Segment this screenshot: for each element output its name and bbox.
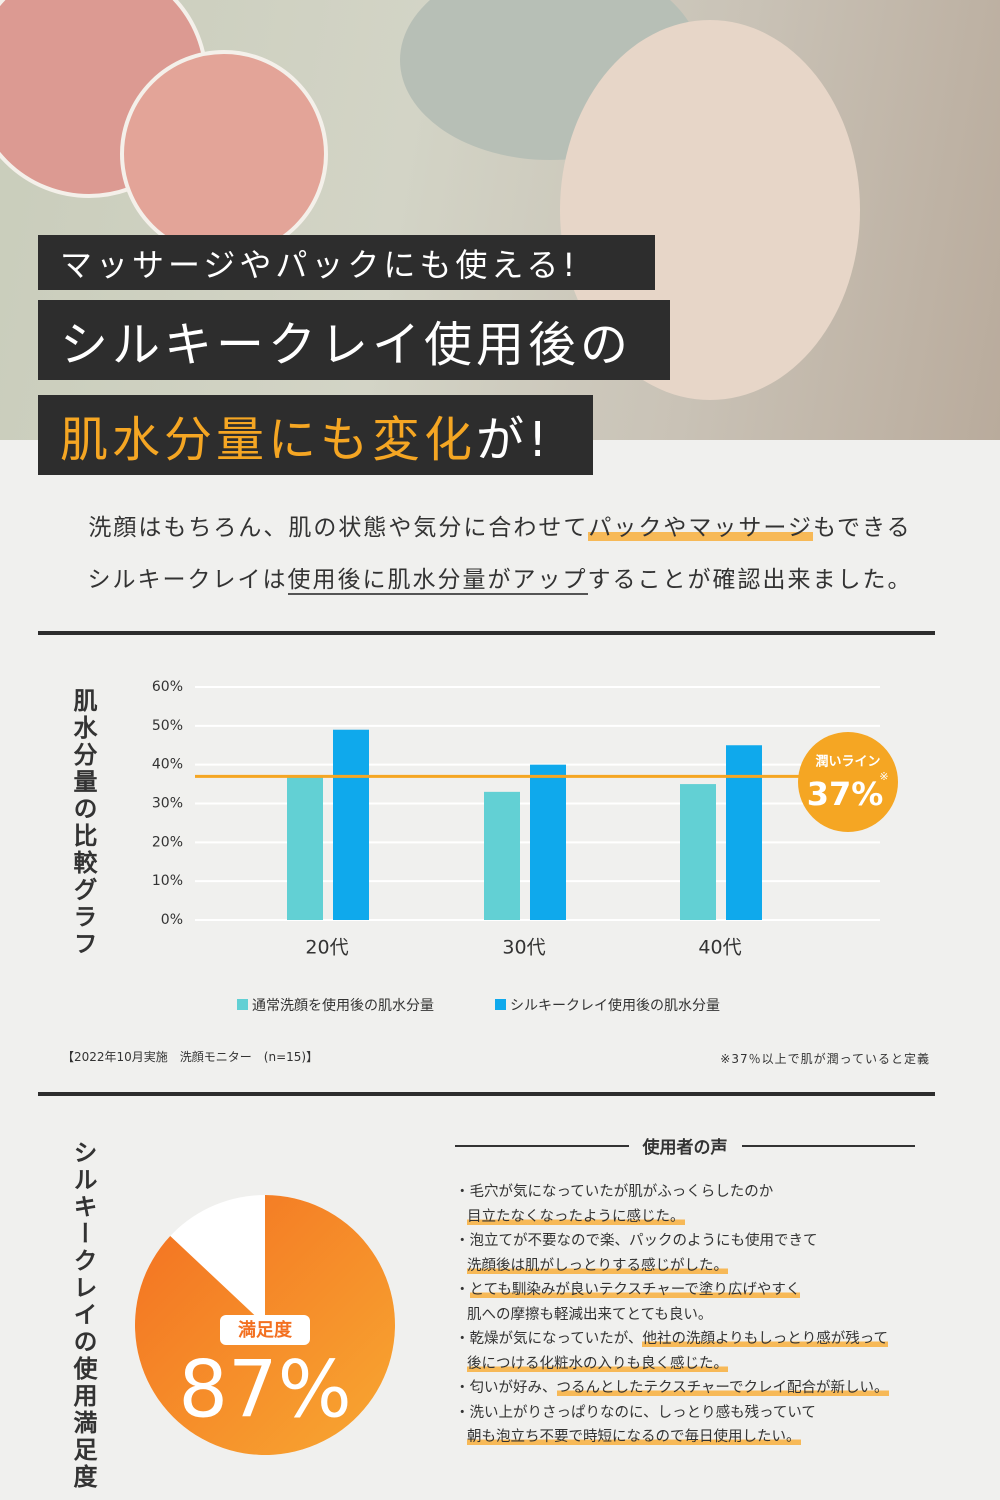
slice-label: 満足度 [238,1319,293,1341]
voice-line: ・泡立てが不要なので楽、パックのようにも使用できて [455,1229,889,1254]
divider [38,1092,935,1096]
y-axis-label: 肌水分量の比較グラフ [69,688,97,958]
text: 他社の洗顔よりもしっとり感が残って [642,1331,888,1347]
voice-line: 後につける化粧水の入りも良く感じた。 [455,1352,889,1377]
voice-line: ・毛穴が気になっていたが肌がふっくらしたのか [455,1180,889,1205]
x-tick-label: 40代 [698,937,741,959]
text: つるんとしたテクスチャーでクレイ配合が新しい。 [556,1380,889,1396]
legend-swatch [495,999,506,1010]
footnote: ※37％以上で肌が潤っていると定義 [720,1052,930,1066]
text: ・洗い上がりさっぱりなのに、しっとり感も残っていて [455,1404,816,1421]
text: もできる [812,515,912,541]
header-line: マッサージやパックにも使える! [38,235,655,290]
text: 朝も泡立ち不要で時短になるので毎日使用したい。 [467,1429,801,1445]
legend-label: 通常洗顔を使用後の肌水分量 [252,997,434,1014]
legend-label: シルキークレイ使用後の肌水分量 [510,997,720,1014]
bar [680,784,716,920]
intro-line: 洗顔はもちろん、肌の状態や気分に合わせてパックやマッサージもできる [0,508,1000,542]
text: 使用後に肌水分量がアップ [287,567,588,595]
y-tick-label: 50% [152,718,183,734]
text: ・匂いが好み、 [455,1380,557,1396]
voice-line: 肌への摩擦も軽減出来てとても良い。 [455,1303,889,1328]
footnote: 【2022年10月実施 洗顔モニター (n=15)】 [62,1050,319,1064]
divider [38,631,935,635]
voice-line: 目立たなくなったように感じた。 [455,1205,889,1230]
text: 後につける化粧水の入りも良く感じた。 [467,1355,728,1372]
text: が! [476,412,552,468]
y-tick-label: 10% [152,873,183,889]
threshold-note: ※ [879,770,888,783]
threshold-label: 潤いライン [815,755,880,770]
text: 肌水分量にも変化 [60,412,477,468]
rule [455,1144,629,1147]
text: シルキークレイは [87,567,288,593]
pie-title: シルキークレイの使用満足度 [69,1140,97,1491]
voices-heading: 使用者の声 [455,1133,915,1158]
threshold-badge [798,732,898,832]
x-tick-label: 30代 [502,937,545,959]
text: ・毛穴が気になっていたが肌がふっくらしたのか [455,1184,774,1200]
voice-line: 朝も泡立ち不要で時短になるので毎日使用したい。 [455,1425,889,1450]
text: とても馴染みが良いテクスチャーで塗り広げやすく [469,1282,801,1298]
text: ・ [455,1282,470,1298]
intro-line: シルキークレイは使用後に肌水分量がアップすることが確認出来ました。 [0,560,1000,595]
threshold-value: 37% [807,775,884,813]
text: 肌への摩擦も軽減出来てとても良い。 [467,1306,713,1323]
text: ・泡立てが不要なので楽、パックのようにも使用できて [455,1233,818,1249]
x-tick-label: 20代 [305,937,348,959]
text: ・乾燥が気になっていたが、 [455,1331,643,1347]
voice-line: 洗顔後は肌がしっとりする感じがした。 [455,1254,889,1279]
bar [530,764,566,920]
text: 使用者の声 [642,1138,728,1158]
legend-swatch [237,999,248,1010]
bar [726,745,762,920]
text: 洗顔はもちろん、肌の状態や気分に合わせて [88,515,589,541]
text: 洗顔後は肌がしっとりする感じがした。 [467,1257,728,1274]
y-tick-label: 20% [152,834,183,850]
y-tick-label: 60% [152,679,183,695]
voice-line: ・洗い上がりさっぱりなのに、しっとり感も残っていて [455,1401,889,1426]
text: パックやマッサージ [588,515,813,541]
text: マッサージやパックにも使える! [60,245,580,284]
text: シルキークレイ使用後の [60,317,633,373]
y-tick-label: 40% [152,757,183,773]
header-line: シルキークレイ使用後の [38,300,670,380]
bar [484,791,520,920]
rule [741,1144,915,1147]
text: することが確認出来ました。 [587,567,913,593]
voices-list: ・毛穴が気になっていたが肌がふっくらしたのか目立たなくなったように感じた。・泡立… [455,1180,889,1450]
bar [287,776,323,920]
label-box [220,1315,310,1345]
voice-line: ・匂いが好み、つるんとしたテクスチャーでクレイ配合が新しい。 [455,1376,889,1401]
bar [333,729,369,920]
header-line: 肌水分量にも変化 が! [38,395,593,475]
y-tick-label: 0% [161,912,183,928]
slice-value: 87% [178,1345,351,1435]
voice-line: ・とても馴染みが良いテクスチャーで塗り広げやすく [455,1278,889,1303]
voice-line: ・乾燥が気になっていたが、他社の洗顔よりもしっとり感が残って [455,1327,889,1352]
y-tick-label: 30% [152,796,183,812]
text: 目立たなくなったように感じた。 [467,1208,685,1225]
